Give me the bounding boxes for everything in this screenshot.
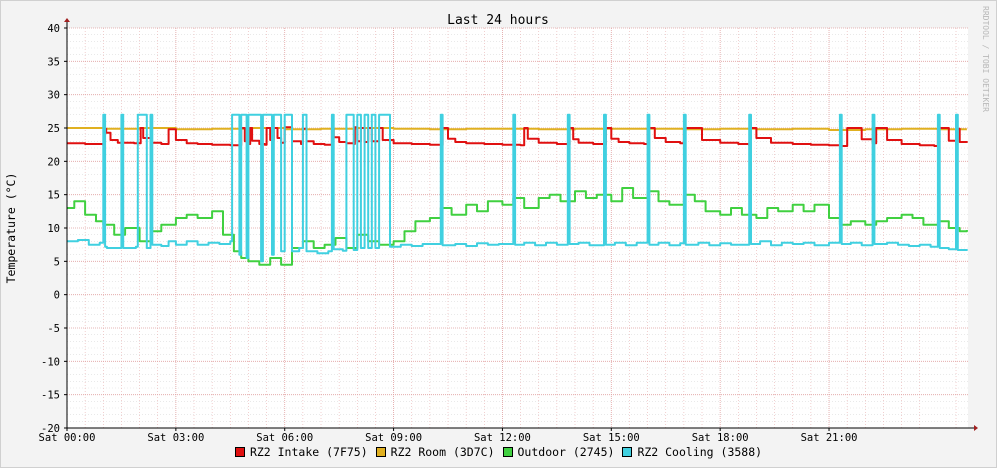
legend-swatch (622, 447, 633, 457)
legend-item-2: Outdoor (2745) (502, 445, 615, 459)
y-tick-label: -20 (41, 423, 60, 435)
legend-label: RZ2 Intake (7F75) (249, 445, 368, 459)
x-tick-label: Sat 18:00 (692, 432, 749, 444)
legend-item-3: RZ2 Cooling (3588) (622, 445, 762, 459)
x-tick-label: Sat 15:00 (583, 432, 640, 444)
x-tick-label: Sat 12:00 (474, 432, 531, 444)
y-axis-arrow (64, 18, 70, 22)
legend-swatch (234, 447, 245, 457)
legend: RZ2 Intake (7F75) RZ2 Room (3D7C) Outdoor … (0, 445, 997, 459)
x-tick-labels: Sat 00:00 Sat 03:00 Sat 06:00 Sat 09:00 Sat … (39, 432, 858, 444)
y-tick-label: -5 (47, 323, 60, 335)
series-line-2 (67, 187, 968, 266)
y-tick-label: -10 (41, 356, 60, 368)
y-tick-label: 35 (47, 56, 60, 68)
series-line-0 (67, 126, 968, 147)
legend-swatch (375, 447, 386, 457)
y-tick-label: 15 (47, 190, 60, 202)
x-tick-label: Sat 06:00 (256, 432, 313, 444)
legend-item-1: RZ2 Room (3D7C) (375, 445, 495, 459)
x-tick-label: Sat 03:00 (147, 432, 204, 444)
y-tick-label: -15 (41, 390, 60, 402)
series-layer (67, 113, 968, 266)
y-tick-label: 40 (47, 23, 60, 35)
axes (64, 18, 978, 431)
legend-label: RZ2 Cooling (3588) (637, 445, 763, 459)
legend-item-0: RZ2 Intake (7F75) (234, 445, 368, 459)
legend-swatch (502, 447, 513, 457)
y-tick-label: 10 (47, 223, 60, 235)
watermark: RRDTOOL / TOBI OETIKER (981, 6, 990, 112)
x-tick-label: Sat 09:00 (365, 432, 422, 444)
series-line-1 (67, 127, 967, 131)
y-tick-label: 20 (47, 156, 60, 168)
x-tick-label: Sat 00:00 (39, 432, 96, 444)
x-tick-label: Sat 21:00 (801, 432, 858, 444)
legend-label: Outdoor (2745) (517, 445, 615, 459)
y-tick-label: 5 (54, 256, 60, 268)
y-tick-label: 25 (47, 123, 60, 135)
y-tick-labels: 40 35 30 25 20 15 10 5 0 -5 -10 -15 -20 (41, 23, 60, 435)
series-line-3 (67, 113, 968, 263)
chart-title: Last 24 hours (447, 13, 549, 28)
y-tick-label: 0 (54, 290, 60, 302)
y-tick-label: 30 (47, 90, 60, 102)
x-axis-arrow (974, 425, 978, 431)
legend-label: RZ2 Room (3D7C) (390, 445, 495, 459)
y-axis-label: Temperature (°C) (4, 173, 18, 284)
